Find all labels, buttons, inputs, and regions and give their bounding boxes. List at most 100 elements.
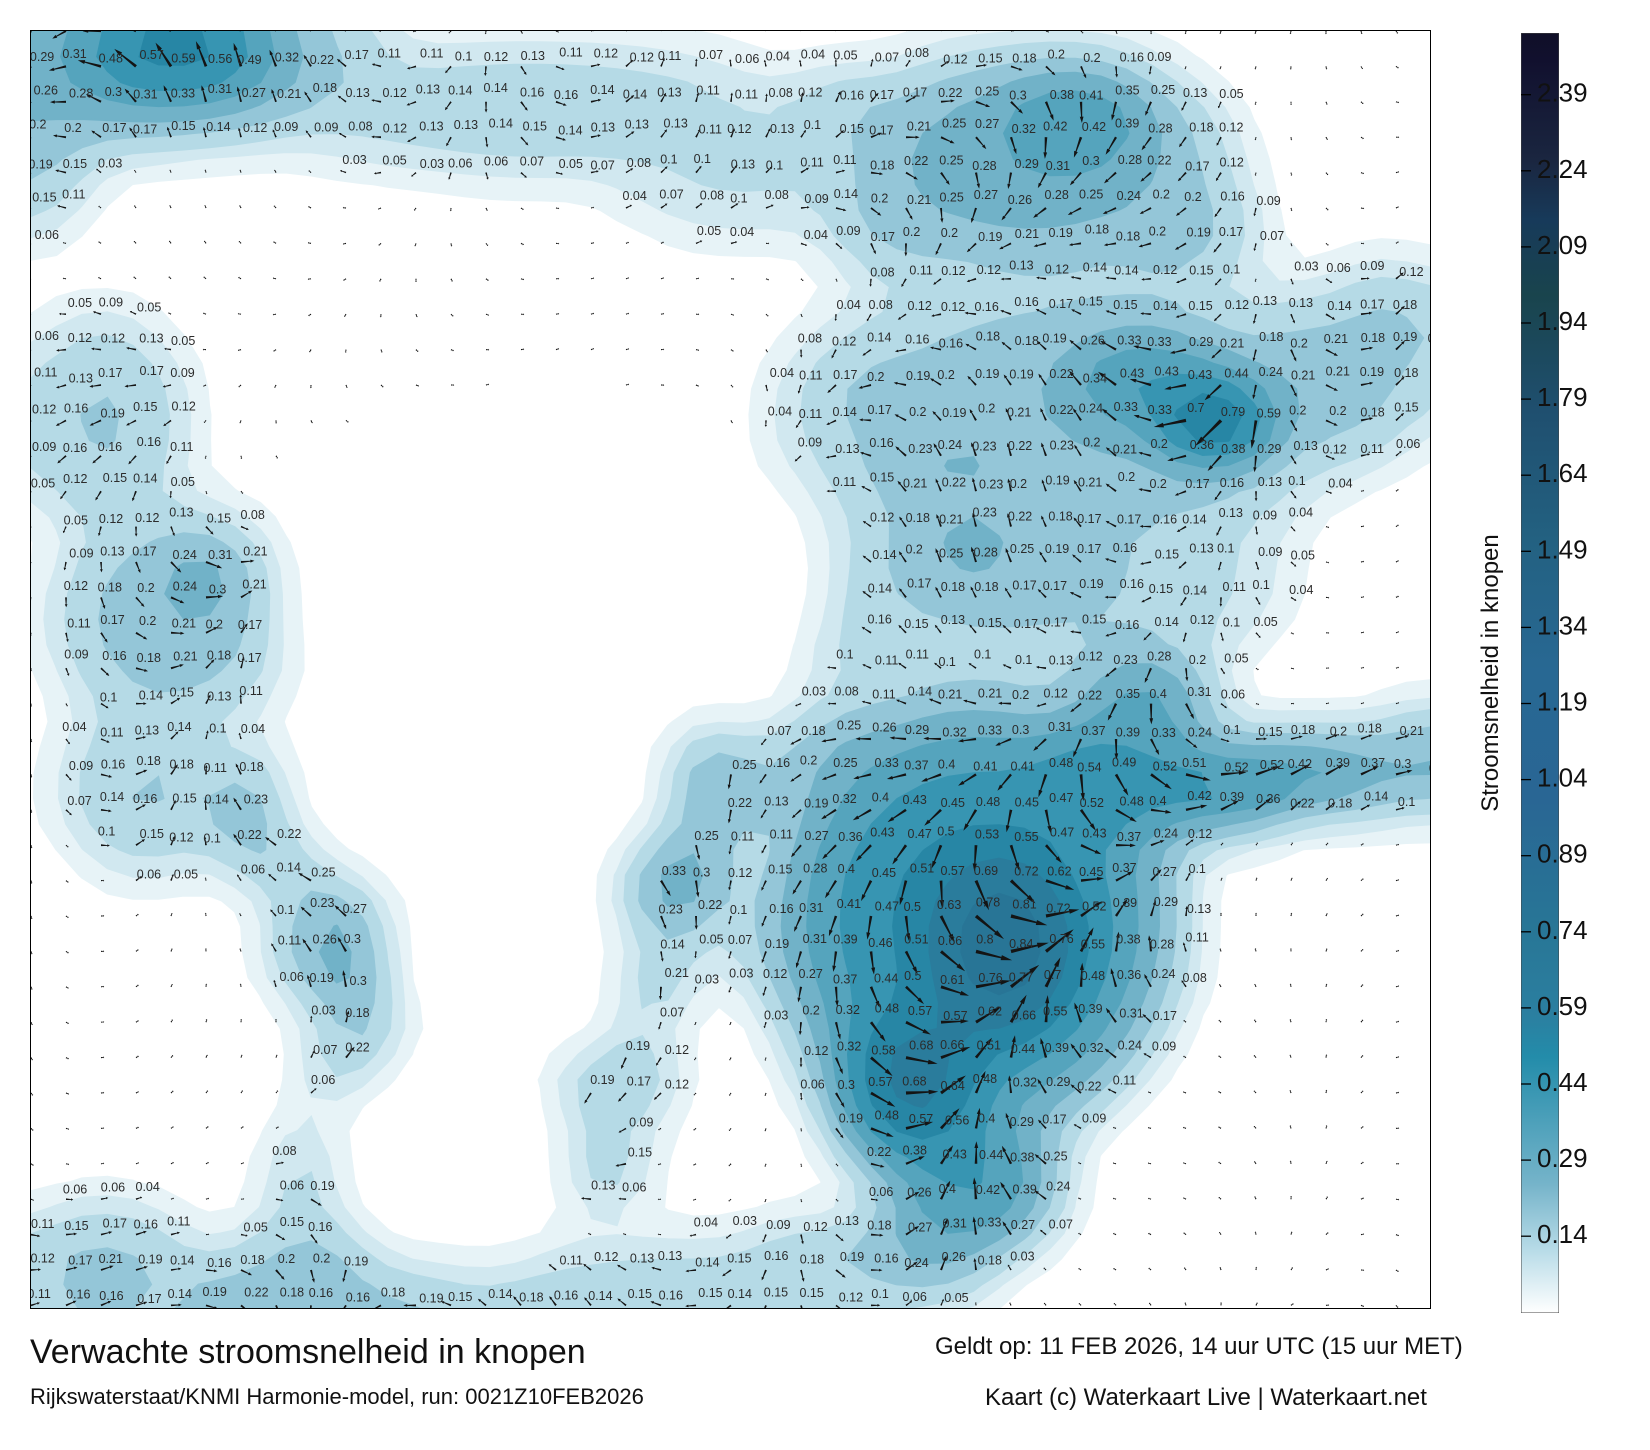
svg-text:0.26: 0.26 <box>872 721 896 735</box>
svg-text:0.39: 0.39 <box>1220 790 1244 804</box>
svg-text:0.19: 0.19 <box>978 230 1002 244</box>
svg-text:0.11: 0.11 <box>420 47 443 61</box>
svg-text:0.09: 0.09 <box>1253 509 1277 523</box>
svg-text:0.3: 0.3 <box>105 85 122 99</box>
svg-text:0.17: 0.17 <box>907 577 931 591</box>
svg-text:0.3: 0.3 <box>1082 154 1099 168</box>
svg-text:0.17: 0.17 <box>98 366 122 380</box>
svg-text:0.15: 0.15 <box>170 686 194 700</box>
svg-text:0.16: 0.16 <box>1220 190 1244 204</box>
svg-text:0.25: 0.25 <box>975 84 999 98</box>
svg-text:0.12: 0.12 <box>594 46 618 60</box>
svg-text:0.21: 0.21 <box>907 120 931 134</box>
svg-text:0.19: 0.19 <box>310 1179 334 1193</box>
svg-text:0.19: 0.19 <box>590 1073 614 1087</box>
svg-text:0.19: 0.19 <box>31 157 53 171</box>
svg-text:0.09: 0.09 <box>64 648 88 662</box>
svg-text:0.49: 0.49 <box>237 53 261 67</box>
svg-text:0.14: 0.14 <box>488 1287 512 1301</box>
svg-text:0.06: 0.06 <box>800 1078 824 1092</box>
svg-text:0.21: 0.21 <box>978 687 1002 701</box>
svg-text:0.15: 0.15 <box>103 471 127 485</box>
svg-text:0.3: 0.3 <box>344 932 361 946</box>
svg-text:0.09: 0.09 <box>836 224 860 238</box>
svg-text:0.48: 0.48 <box>1081 969 1105 983</box>
svg-text:0.14: 0.14 <box>588 1289 612 1303</box>
svg-text:0.2: 0.2 <box>1184 190 1201 204</box>
svg-text:0.3: 0.3 <box>1009 89 1026 103</box>
svg-text:0.42: 0.42 <box>1187 789 1211 803</box>
svg-text:0.22: 0.22 <box>728 796 752 810</box>
svg-text:0.45: 0.45 <box>941 796 965 810</box>
svg-text:0.37: 0.37 <box>1117 830 1141 844</box>
svg-text:0.57: 0.57 <box>908 1004 932 1018</box>
svg-text:0.52: 0.52 <box>1080 796 1104 810</box>
svg-text:0.21: 0.21 <box>665 966 689 980</box>
svg-text:0.17: 0.17 <box>1077 512 1101 526</box>
svg-text:0.22: 0.22 <box>237 828 261 842</box>
svg-text:0.12: 0.12 <box>665 1043 689 1057</box>
svg-text:0.09: 0.09 <box>32 440 56 454</box>
svg-text:0.66: 0.66 <box>1012 1008 1036 1022</box>
svg-text:0.38: 0.38 <box>1116 933 1140 947</box>
svg-text:0.48: 0.48 <box>1120 795 1144 809</box>
svg-text:0.17: 0.17 <box>133 122 157 136</box>
svg-text:0.19: 0.19 <box>419 1291 443 1305</box>
svg-text:0.19: 0.19 <box>942 406 966 420</box>
svg-text:0.39: 0.39 <box>1045 1041 1069 1055</box>
svg-text:0.14: 0.14 <box>489 117 513 131</box>
svg-text:0.18: 0.18 <box>1085 223 1109 237</box>
svg-text:0.19: 0.19 <box>1079 577 1103 591</box>
svg-text:0.1: 0.1 <box>1223 616 1240 630</box>
svg-text:0.11: 0.11 <box>62 188 85 202</box>
svg-text:0.76: 0.76 <box>1049 932 1073 946</box>
svg-text:0.15: 0.15 <box>727 1252 751 1266</box>
svg-text:0.1: 0.1 <box>455 50 472 64</box>
svg-text:0.41: 0.41 <box>1079 89 1103 103</box>
svg-text:0.13: 0.13 <box>658 1249 682 1263</box>
svg-text:0.11: 0.11 <box>100 725 123 739</box>
svg-text:0.19: 0.19 <box>1393 330 1417 344</box>
svg-text:0.58: 0.58 <box>871 1044 895 1058</box>
svg-text:0.11: 0.11 <box>34 366 57 380</box>
svg-text:0.13: 0.13 <box>664 117 688 131</box>
svg-text:0.14: 0.14 <box>833 405 857 419</box>
svg-text:0.05: 0.05 <box>1219 87 1243 101</box>
svg-text:0.31: 0.31 <box>1187 685 1211 699</box>
svg-text:0.69: 0.69 <box>974 864 998 878</box>
svg-text:0.43: 0.43 <box>1188 368 1212 382</box>
svg-text:0.2: 0.2 <box>1118 470 1135 484</box>
svg-text:0.07: 0.07 <box>591 158 615 172</box>
svg-text:0.18: 0.18 <box>345 1006 369 1020</box>
svg-text:0.03: 0.03 <box>802 684 826 698</box>
svg-text:0.26: 0.26 <box>942 1250 966 1264</box>
svg-text:0.15: 0.15 <box>280 1215 304 1229</box>
svg-text:0.17: 0.17 <box>1185 477 1209 491</box>
svg-text:0.66: 0.66 <box>940 1038 964 1052</box>
svg-text:0.13: 0.13 <box>346 86 370 100</box>
svg-text:0.25: 0.25 <box>837 718 861 732</box>
svg-text:0.27: 0.27 <box>1429 761 1431 775</box>
svg-text:0.21: 0.21 <box>1291 369 1315 383</box>
svg-text:0.25: 0.25 <box>833 756 857 770</box>
svg-text:0.32: 0.32 <box>832 792 856 806</box>
svg-text:0.1: 0.1 <box>974 648 991 662</box>
svg-text:0.15: 0.15 <box>207 512 231 526</box>
svg-text:0.48: 0.48 <box>976 795 1000 809</box>
svg-text:0.2: 0.2 <box>802 1003 819 1017</box>
svg-text:0.16: 0.16 <box>554 1288 578 1302</box>
svg-text:0.12: 0.12 <box>1045 262 1069 276</box>
svg-text:0.04: 0.04 <box>768 404 792 418</box>
svg-text:0.04: 0.04 <box>837 298 861 312</box>
svg-text:0.13: 0.13 <box>941 613 965 627</box>
svg-text:0.27: 0.27 <box>975 117 999 131</box>
svg-text:0.31: 0.31 <box>208 82 232 96</box>
svg-text:0.13: 0.13 <box>1289 296 1313 310</box>
svg-text:0.1: 0.1 <box>277 903 294 917</box>
svg-text:0.33: 0.33 <box>875 756 899 770</box>
svg-text:0.03: 0.03 <box>1294 260 1318 274</box>
svg-text:0.47: 0.47 <box>875 900 899 914</box>
svg-text:0.28: 0.28 <box>1150 938 1174 952</box>
svg-text:0.14: 0.14 <box>1364 790 1388 804</box>
svg-text:0.12: 0.12 <box>839 1290 863 1304</box>
